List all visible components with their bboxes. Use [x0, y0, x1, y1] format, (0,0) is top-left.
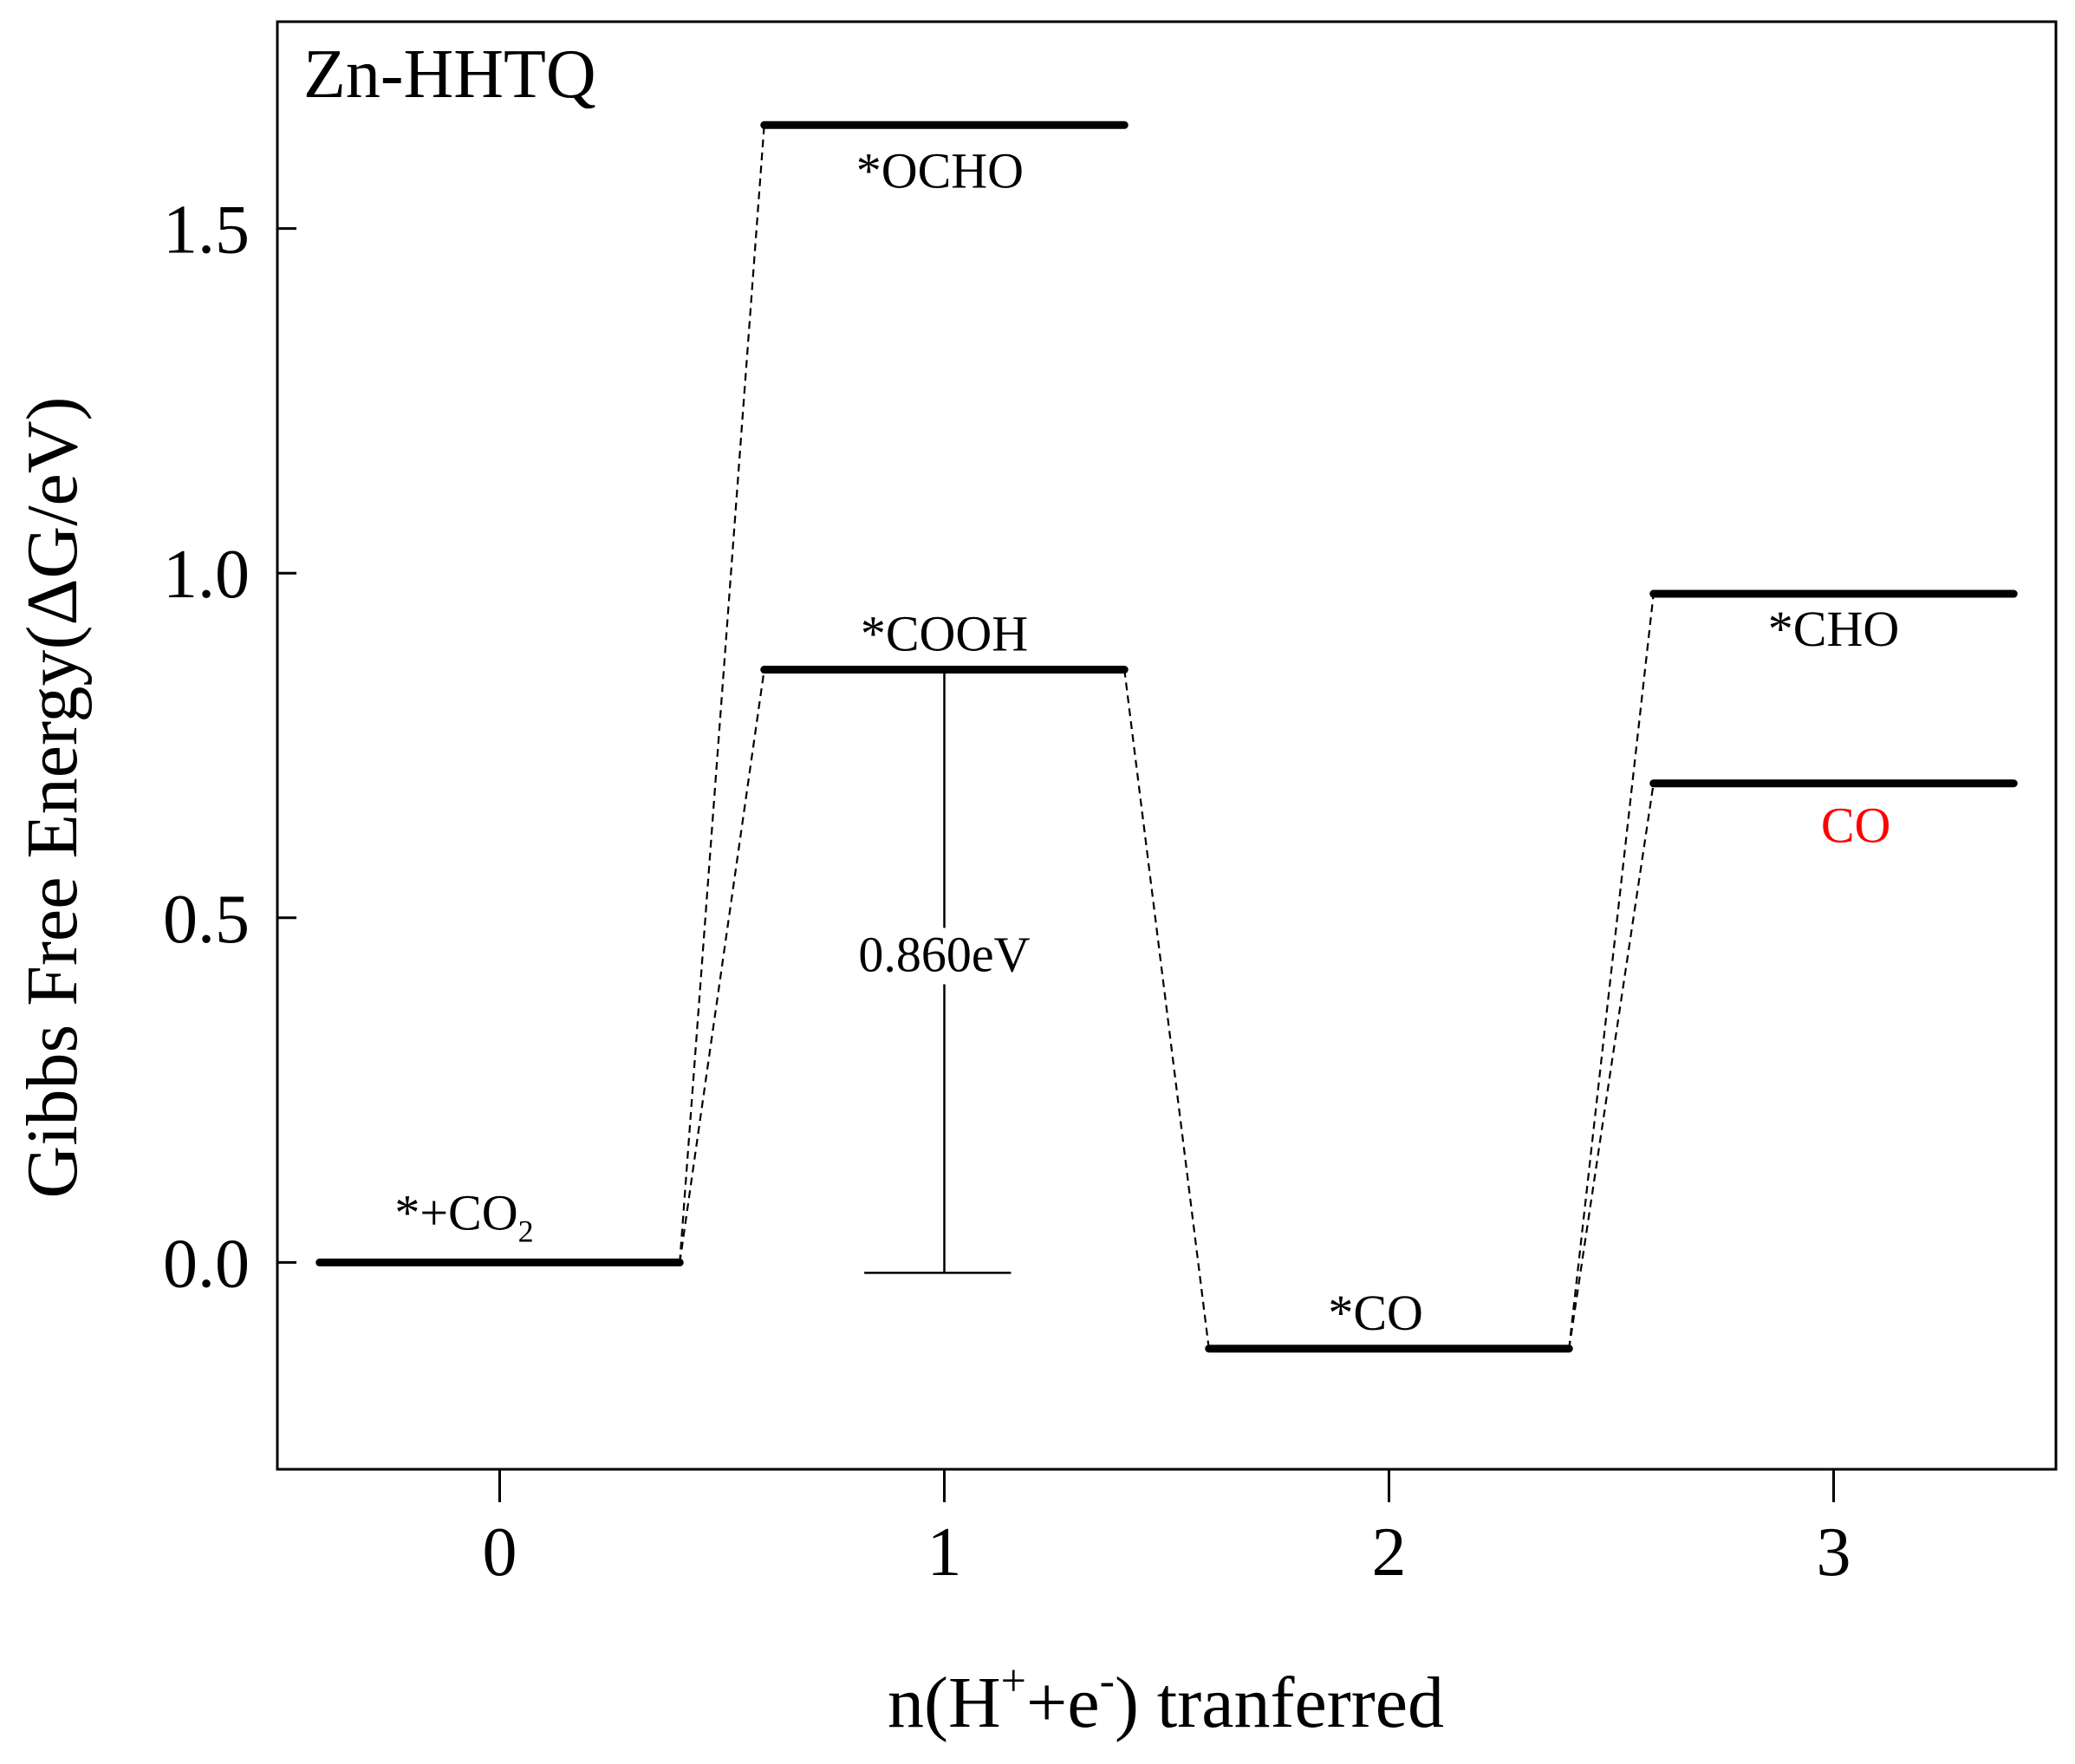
- x-axis-label-end: ) tranferred: [1115, 1663, 1444, 1743]
- level-label-text: *OCHO: [856, 142, 1024, 199]
- x-axis-label: n(H++e-) tranferred: [888, 1657, 1444, 1743]
- x-axis-label-sup1: +: [1001, 1657, 1026, 1706]
- level-label-text: *CHO: [1768, 601, 1899, 657]
- y-tick-label: 0.0: [163, 1226, 250, 1302]
- barrier-label-backdrop: [862, 928, 1027, 985]
- connector-line: [679, 669, 765, 1263]
- level-label-text: *CO: [1328, 1285, 1423, 1341]
- axes: 0.0 0.5 1.0 1.5 0 1 2 3: [163, 20, 2058, 1591]
- y-tick-label: 1.5: [163, 192, 250, 269]
- chart-title: Zn-HHTQ: [303, 36, 596, 113]
- level-label-co-gas: CO: [1821, 797, 1891, 854]
- level-label-text: *+CO: [394, 1184, 517, 1240]
- y-tick-label: 0.5: [163, 882, 250, 958]
- connector-line: [679, 125, 765, 1263]
- level-label-text: *COOH: [861, 606, 1028, 662]
- level-label-co-ads: *CO: [1328, 1285, 1423, 1341]
- y-axis-label: Gibbs Free Energy(ΔG/eV): [12, 397, 93, 1199]
- x-tick-label: 3: [1817, 1514, 1851, 1591]
- x-tick-label: 2: [1372, 1514, 1407, 1591]
- connector-line: [1568, 593, 1655, 1349]
- level-label-cho: *CHO: [1768, 601, 1899, 657]
- annotations: *+CO2 *OCHO *COOH *CO *CHO CO 0.860eV: [394, 142, 1899, 1341]
- energy-levels: [315, 120, 2018, 1353]
- connector-lines: [679, 125, 1655, 1349]
- y-tick-label: 1.0: [163, 537, 250, 613]
- level-label-cooh: *COOH: [861, 606, 1028, 662]
- level-label-ocho: *OCHO: [856, 142, 1024, 199]
- level-label-text: CO: [1821, 797, 1891, 854]
- x-tick-label: 1: [927, 1514, 962, 1591]
- plot-frame: [276, 20, 2058, 1471]
- barrier-label: 0.860eV: [858, 926, 1030, 982]
- connector-line: [1568, 783, 1655, 1349]
- connector-line: [1123, 669, 1210, 1349]
- level-label-co2: *+CO2: [394, 1184, 533, 1248]
- x-axis-label-base: n(H: [888, 1663, 1001, 1743]
- x-axis-label-sup2: -: [1100, 1657, 1115, 1706]
- x-axis-label-mid: +e: [1026, 1663, 1100, 1743]
- x-tick-label: 0: [483, 1514, 517, 1591]
- level-label-subscript: 2: [518, 1214, 534, 1248]
